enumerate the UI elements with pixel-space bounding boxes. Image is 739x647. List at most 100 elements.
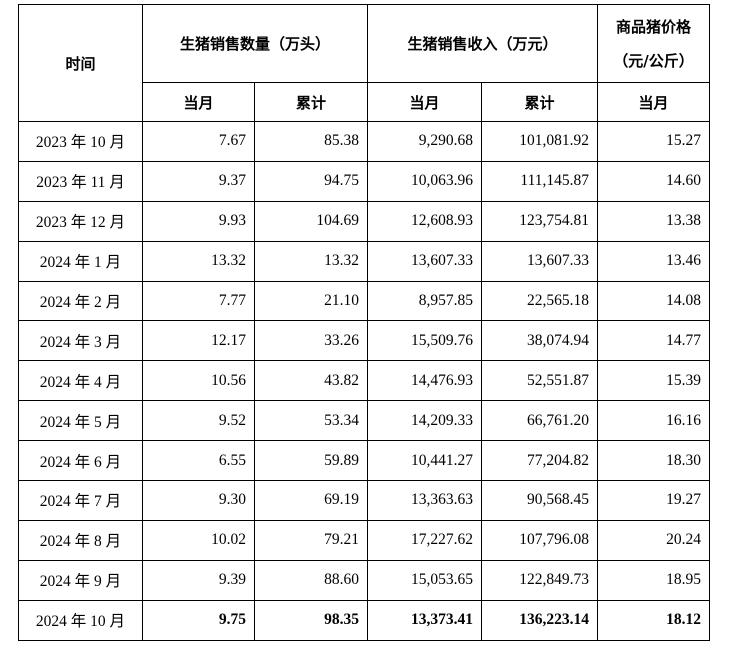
header-revenue-month: 当月	[367, 82, 482, 122]
cell-rev-cum: 122,849.73	[481, 559, 598, 601]
cell-rev-month: 9,290.68	[367, 121, 482, 162]
cell-vol-cum: 94.75	[254, 160, 368, 202]
table-row: 2024 年 4 月 10.56 43.82 14,476.93 52,551.87 15…	[18, 360, 710, 402]
table-row: 2023 年 10 月 7.67 85.38 9,290.68 101,081.92 15…	[18, 121, 710, 162]
header-revenue-cumulative: 累计	[481, 82, 598, 122]
cell-price: 14.60	[597, 160, 710, 202]
table-row: 2024 年 2 月 7.77 21.10 8,957.85 22,565.18 14.0…	[18, 280, 710, 322]
header-revenue: 生猪销售收入（万元）	[367, 4, 598, 83]
header-time: 时间	[18, 4, 143, 122]
table-row: 2024 年 8 月 10.02 79.21 17,227.62 107,796.08 2…	[18, 519, 710, 561]
table-row: 2024 年 6 月 6.55 59.89 10,441.27 77,204.82 18.…	[18, 440, 710, 482]
cell-time: 2023 年 11 月	[18, 160, 143, 202]
cell-rev-month: 13,607.33	[367, 240, 482, 282]
header-volume: 生猪销售数量（万头）	[142, 4, 368, 83]
pig-sales-table: 时间 生猪销售数量（万头） 生猪销售收入（万元） 商品猪价格 （元/公斤） 当月…	[18, 4, 710, 641]
cell-vol-cum: 53.34	[254, 400, 368, 442]
cell-price: 15.27	[597, 121, 710, 162]
table-row: 2023 年 12 月 9.93 104.69 12,608.93 123,754.81…	[18, 200, 710, 242]
cell-vol-month: 6.55	[142, 440, 255, 482]
cell-vol-cum: 21.10	[254, 280, 368, 322]
cell-time: 2024 年 1 月	[18, 240, 143, 282]
cell-rev-month: 10,063.96	[367, 160, 482, 202]
cell-time: 2024 年 2 月	[18, 280, 143, 322]
cell-rev-cum: 107,796.08	[481, 519, 598, 561]
cell-price: 16.16	[597, 400, 710, 442]
cell-price: 20.24	[597, 519, 710, 561]
table-row: 2024 年 5 月 9.52 53.34 14,209.33 66,761.20 16.…	[18, 400, 710, 442]
cell-vol-cum: 88.60	[254, 559, 368, 601]
cell-rev-month: 12,608.93	[367, 200, 482, 242]
cell-rev-cum: 66,761.20	[481, 400, 598, 442]
cell-vol-month: 10.56	[142, 360, 255, 402]
cell-price: 14.08	[597, 280, 710, 322]
cell-price: 18.30	[597, 440, 710, 482]
header-price-month: 当月	[597, 82, 710, 122]
cell-vol-cum: 43.82	[254, 360, 368, 402]
cell-rev-cum: 52,551.87	[481, 360, 598, 402]
cell-rev-month: 13,363.63	[367, 480, 482, 521]
table-row: 2024 年 7 月 9.30 69.19 13,363.63 90,568.45 19.…	[18, 480, 710, 521]
header-price-unit: （元/公斤）	[613, 51, 694, 70]
cell-vol-month: 9.75	[142, 599, 255, 641]
cell-time: 2023 年 10 月	[18, 121, 143, 162]
cell-vol-month: 7.67	[142, 121, 255, 162]
cell-vol-cum: 59.89	[254, 440, 368, 482]
cell-rev-cum: 38,074.94	[481, 320, 598, 362]
cell-vol-month: 12.17	[142, 320, 255, 362]
cell-rev-cum: 13,607.33	[481, 240, 598, 282]
cell-vol-month: 9.37	[142, 160, 255, 202]
header-volume-month: 当月	[142, 82, 255, 122]
table-row: 2023 年 11 月 9.37 94.75 10,063.96 111,145.87 1…	[18, 160, 710, 202]
table-body: 2023 年 10 月 7.67 85.38 9,290.68 101,081.92 15…	[18, 121, 710, 641]
cell-rev-cum: 77,204.82	[481, 440, 598, 482]
cell-rev-cum: 136,223.14	[481, 599, 598, 641]
cell-time: 2024 年 7 月	[18, 480, 143, 521]
cell-rev-cum: 101,081.92	[481, 121, 598, 162]
cell-vol-cum: 33.26	[254, 320, 368, 362]
table-row: 2024 年 10 月 9.75 98.35 13,373.41 136,223.14 1…	[18, 599, 710, 641]
cell-price: 13.46	[597, 240, 710, 282]
cell-vol-month: 10.02	[142, 519, 255, 561]
cell-vol-month: 9.52	[142, 400, 255, 442]
cell-rev-month: 14,209.33	[367, 400, 482, 442]
cell-time: 2024 年 10 月	[18, 599, 143, 641]
table-row: 2024 年 1 月 13.32 13.32 13,607.33 13,607.33 13…	[18, 240, 710, 282]
cell-rev-month: 13,373.41	[367, 599, 482, 641]
cell-rev-month: 8,957.85	[367, 280, 482, 322]
cell-vol-cum: 13.32	[254, 240, 368, 282]
cell-vol-cum: 85.38	[254, 121, 368, 162]
cell-rev-cum: 111,145.87	[481, 160, 598, 202]
cell-price: 18.12	[597, 599, 710, 641]
cell-price: 13.38	[597, 200, 710, 242]
cell-price: 15.39	[597, 360, 710, 402]
cell-vol-month: 9.93	[142, 200, 255, 242]
header-price: 商品猪价格 （元/公斤）	[597, 4, 710, 83]
cell-time: 2024 年 6 月	[18, 440, 143, 482]
cell-vol-month: 9.39	[142, 559, 255, 601]
cell-vol-cum: 104.69	[254, 200, 368, 242]
cell-time: 2024 年 5 月	[18, 400, 143, 442]
table-row: 2024 年 3 月 12.17 33.26 15,509.76 38,074.94 14…	[18, 320, 710, 362]
cell-vol-month: 13.32	[142, 240, 255, 282]
cell-time: 2023 年 12 月	[18, 200, 143, 242]
cell-rev-cum: 22,565.18	[481, 280, 598, 322]
cell-rev-month: 17,227.62	[367, 519, 482, 561]
cell-rev-month: 14,476.93	[367, 360, 482, 402]
cell-price: 18.95	[597, 559, 710, 601]
cell-time: 2024 年 8 月	[18, 519, 143, 561]
cell-vol-month: 9.30	[142, 480, 255, 521]
cell-vol-cum: 79.21	[254, 519, 368, 561]
cell-price: 14.77	[597, 320, 710, 362]
cell-time: 2024 年 9 月	[18, 559, 143, 601]
cell-rev-cum: 90,568.45	[481, 480, 598, 521]
table-row: 2024 年 9 月 9.39 88.60 15,053.65 122,849.73 18…	[18, 559, 710, 601]
cell-rev-cum: 123,754.81	[481, 200, 598, 242]
cell-vol-month: 7.77	[142, 280, 255, 322]
cell-rev-month: 10,441.27	[367, 440, 482, 482]
header-price-title: 商品猪价格	[615, 17, 691, 36]
cell-price: 19.27	[597, 480, 710, 521]
cell-rev-month: 15,509.76	[367, 320, 482, 362]
cell-time: 2024 年 4 月	[18, 360, 143, 402]
cell-vol-cum: 98.35	[254, 599, 368, 641]
